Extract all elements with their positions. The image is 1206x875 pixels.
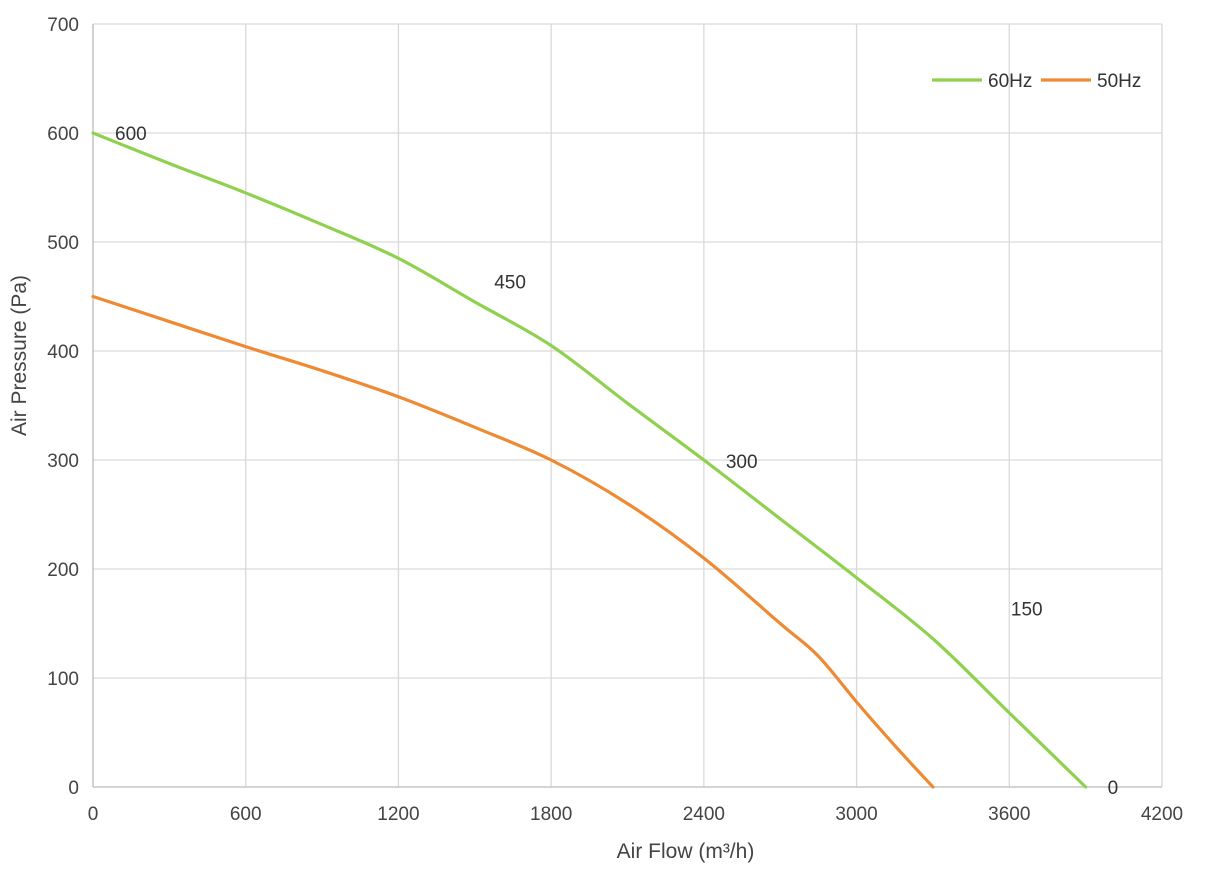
series — [91, 131, 1088, 789]
data-label: 450 — [494, 273, 526, 294]
legend-item-60hz[interactable]: 60Hz — [932, 71, 1032, 92]
y-tick-label: 400 — [47, 342, 79, 363]
axes: 0 600 1200 1800 2400 3000 3600 4200010020030040… — [47, 15, 1183, 825]
data-label: 300 — [726, 452, 758, 473]
y-tick-label: 700 — [47, 15, 79, 36]
y-axis-title: Air Pressure (Pa) — [8, 275, 31, 436]
series-line-50hz — [91, 294, 935, 789]
y-tick-label: 300 — [47, 451, 79, 472]
y-tick-label: 0 — [68, 778, 79, 799]
point-labels: 600 450 300 150 0 — [115, 124, 1118, 799]
x-tick-label: 2400 — [683, 804, 725, 825]
y-tick-label: 100 — [47, 669, 79, 690]
data-label: 600 — [115, 124, 147, 145]
y-tick-label: 500 — [47, 233, 79, 254]
x-axis-title: Air Flow (m³/h) — [617, 840, 755, 863]
y-tick-label: 600 — [47, 124, 79, 145]
legend[interactable]: 60Hz 50Hz — [932, 71, 1141, 92]
x-tick-label: 0 — [88, 804, 99, 825]
x-tick-label: 4200 — [1141, 804, 1183, 825]
x-tick-label: 3000 — [835, 804, 877, 825]
legend-label: 50Hz — [1097, 71, 1141, 92]
legend-label: 60Hz — [988, 71, 1032, 92]
grid — [92, 23, 1163, 788]
x-tick-label: 1800 — [530, 804, 572, 825]
x-tick-label: 1200 — [377, 804, 419, 825]
y-tick-label: 200 — [47, 560, 79, 581]
legend-item-50hz[interactable]: 50Hz — [1041, 71, 1141, 92]
series-line-60hz — [91, 131, 1088, 789]
x-tick-label: 3600 — [988, 804, 1030, 825]
x-tick-label: 600 — [230, 804, 262, 825]
data-label: 0 — [1108, 778, 1119, 799]
data-label: 150 — [1011, 600, 1043, 621]
